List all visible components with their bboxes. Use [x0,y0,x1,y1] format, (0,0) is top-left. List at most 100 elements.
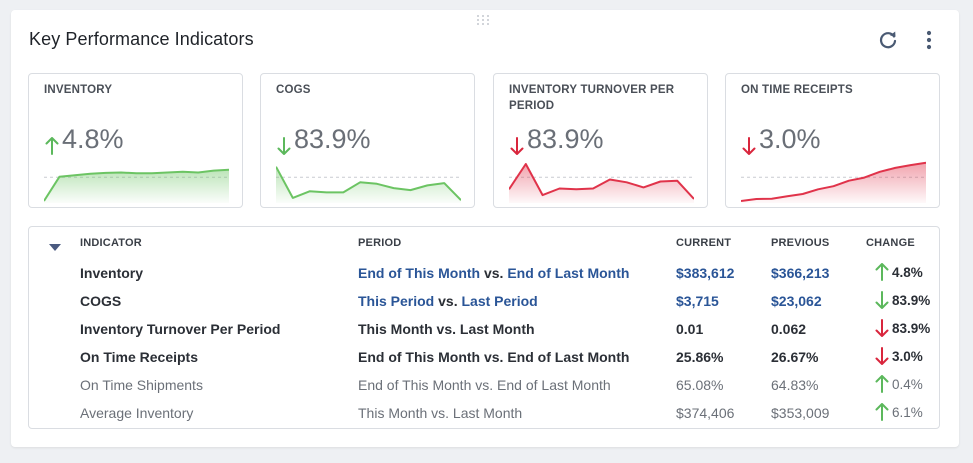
period-cell: This Month vs. Last Month [358,321,535,337]
previous-value-cell: 64.83% [771,377,819,393]
change-cell: 0.4% [875,375,923,393]
kpi-card-on-time-receipts[interactable]: ON TIME RECEIPTS 3.0% [725,73,940,208]
previous-value-cell: 26.67% [771,349,819,365]
table-row: On Time Shipments End of This Month vs. E… [29,372,939,400]
indicator-cell: Inventory Turnover Per Period [80,321,281,337]
arrow-up-icon [875,375,892,393]
period-previous-link[interactable]: Last Period [461,293,538,309]
period-vs: vs. [432,321,460,337]
kpi-card-value: 83.9% [510,124,604,155]
change-percent: 83.9% [892,292,931,308]
table-row: On Time Receipts End of This Month vs. En… [29,344,939,372]
header-period: PERIOD [358,237,402,249]
header-change: CHANGE [866,237,915,249]
current-value-cell: 25.86% [676,349,724,365]
period-vs: vs. [471,377,498,393]
kpi-table: INDICATOR PERIOD CURRENT PREVIOUS CHANGE… [28,226,940,429]
arrow-down-icon [875,291,892,309]
arrow-down-icon [510,131,524,155]
period-vs: vs. [427,405,453,421]
period-current-link[interactable]: This Period [358,293,435,309]
indicator-cell: COGS [80,293,122,309]
period-cell: This Period vs. Last Period [358,293,538,309]
change-percent: 4.8% [892,264,923,280]
change-cell: 3.0% [875,347,923,365]
header-previous: PREVIOUS [771,237,830,249]
kpi-card-cogs[interactable]: COGS 83.9% [260,73,475,208]
sparkline [43,160,230,203]
arrow-down-icon [742,131,756,155]
change-percent: 0.4% [892,376,923,392]
caret-down-icon[interactable] [49,239,61,251]
kpi-card-value: 3.0% [742,124,821,155]
period-previous-link: End of Last Month [507,349,630,365]
period-current-link: This Month [358,321,433,337]
table-row: COGS This Period vs. Last Period $3,715 $23… [29,288,939,316]
period-previous-link: End of Last Month [497,377,611,393]
sparkline [740,160,927,203]
sparkline [508,160,695,203]
table-row: Inventory Turnover Per Period This Month … [29,316,939,344]
table-row: Average Inventory This Month vs. Last Mon… [29,400,939,428]
drag-handle-icon[interactable] [477,15,493,25]
change-percent: 6.1% [892,404,923,420]
current-value-cell[interactable]: $383,612 [676,265,735,281]
sparkline [275,160,462,203]
change-cell: 83.9% [875,319,930,337]
header-indicator: INDICATOR [80,237,142,249]
current-value-cell: $374,406 [676,405,735,421]
period-previous-link[interactable]: End of Last Month [507,265,630,281]
kpi-card-value: 4.8% [45,124,124,155]
change-percent: 3.0% [892,348,923,364]
period-cell: End of This Month vs. End of Last Month [358,377,611,393]
change-cell: 83.9% [875,291,930,309]
kpi-card-inventory[interactable]: INVENTORY 4.8% [28,73,243,208]
period-cell: This Month vs. Last Month [358,405,522,421]
kpi-card-title: ON TIME RECEIPTS [741,84,853,96]
indicator-cell: On Time Receipts [80,349,199,365]
widget-title: Key Performance Indicators [29,29,254,49]
change-cell: 6.1% [875,403,923,421]
table-row: Inventory End of This Month vs. End of La… [29,260,939,288]
arrow-down-icon [277,131,291,155]
kpi-card-title: INVENTORY TURNOVER PER PERIOD [509,84,675,112]
previous-value-cell: 0.062 [771,321,807,337]
kpi-card-percent: 83.9% [294,124,371,154]
arrow-up-icon [45,131,59,155]
current-value-cell: 0.01 [676,321,704,337]
period-vs: vs. [480,265,508,281]
arrow-down-icon [875,347,892,365]
kpi-card-title: INVENTORY [44,84,113,96]
previous-value-cell[interactable]: $366,213 [771,265,830,281]
kpi-card-percent: 83.9% [527,124,604,154]
kpi-card-percent: 3.0% [759,124,821,154]
more-vertical-icon[interactable] [919,29,939,51]
kpi-card-inventory-turnover-per-period[interactable]: INVENTORY TURNOVER PER PERIOD 83.9% [493,73,708,208]
arrow-down-icon [875,319,892,337]
arrow-up-icon [875,403,892,421]
header-current: CURRENT [676,237,732,249]
period-current-link[interactable]: End of This Month [358,265,481,281]
kpi-widget: Key Performance Indicators INVENTORY 4.8%… [11,10,959,447]
period-vs: vs. [480,349,508,365]
arrow-up-icon [875,263,892,281]
kpi-card-value: 83.9% [277,124,371,155]
current-value-cell: 65.08% [676,377,724,393]
period-vs: vs. [434,293,462,309]
period-cell: End of This Month vs. End of Last Month [358,349,629,365]
period-current-link: End of This Month [358,377,472,393]
change-percent: 83.9% [892,320,931,336]
indicator-cell: Inventory [80,265,144,281]
period-current-link: This Month [358,405,428,421]
previous-value-cell: $353,009 [771,405,830,421]
change-cell: 4.8% [875,263,923,281]
previous-value-cell[interactable]: $23,062 [771,293,822,309]
kpi-card-title: COGS [276,84,311,96]
refresh-icon[interactable] [877,29,899,51]
indicator-cell: On Time Shipments [80,377,203,393]
kpi-card-percent: 4.8% [62,124,124,154]
period-previous-link: Last Month [459,321,535,337]
indicator-cell: Average Inventory [80,405,194,421]
period-previous-link: Last Month [452,405,523,421]
current-value-cell[interactable]: $3,715 [676,293,719,309]
